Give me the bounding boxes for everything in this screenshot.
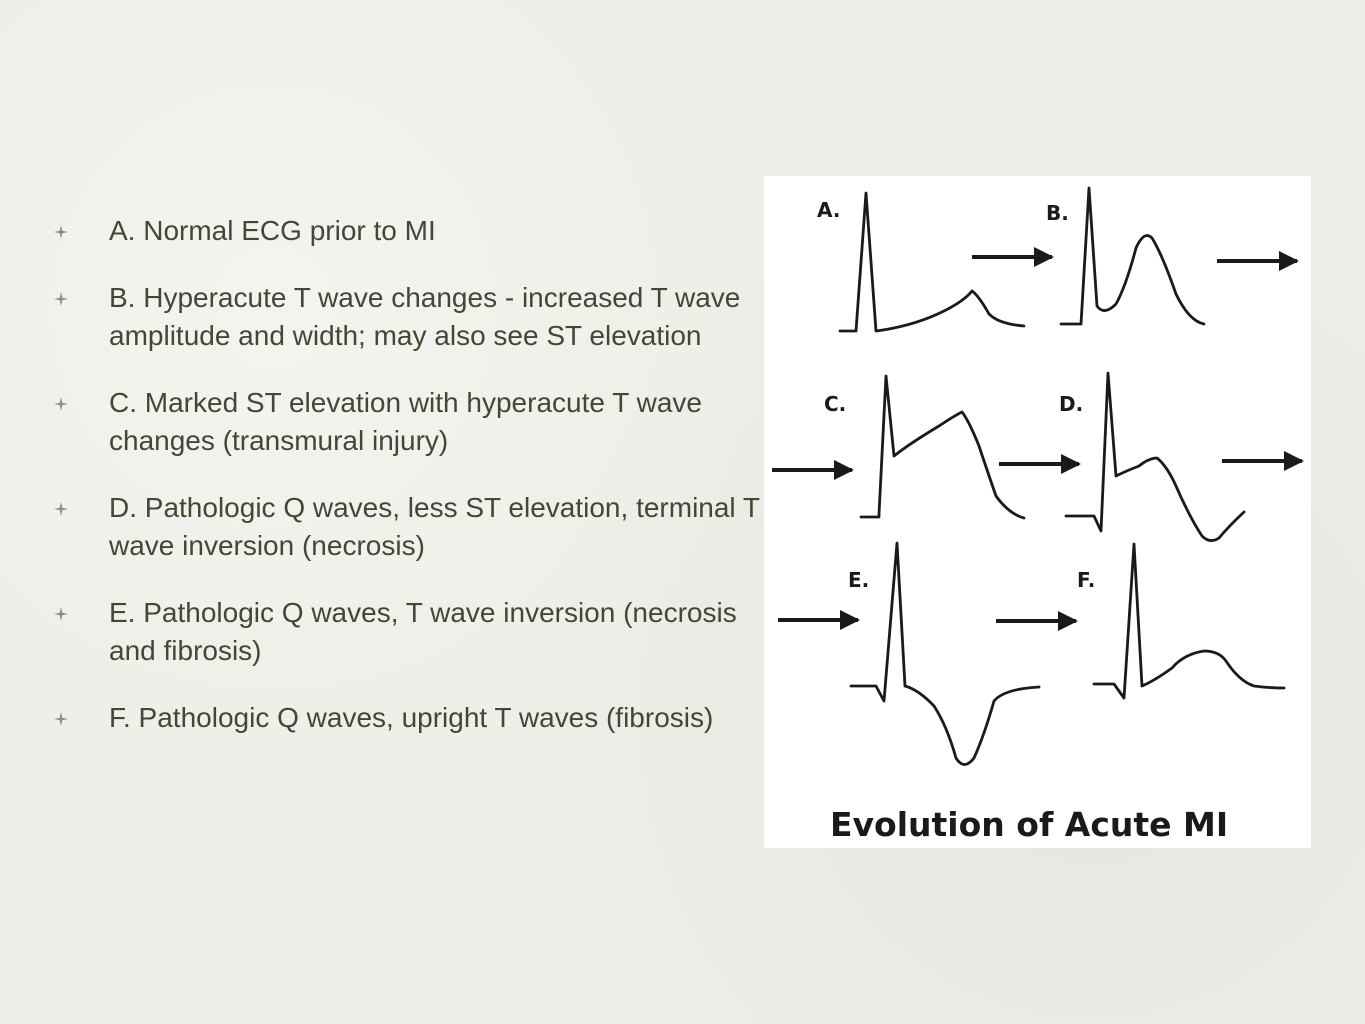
panel-label-e: E. (848, 568, 869, 592)
ecg-trace-b (1059, 186, 1206, 326)
bullet-list: A. Normal ECG prior to MI B. Hyperacute … (54, 212, 764, 766)
bullet-text: E. Pathologic Q waves, T wave inversion … (109, 597, 737, 666)
four-point-star-icon (54, 225, 68, 239)
bullet-text: B. Hyperacute T wave changes - increased… (109, 282, 741, 351)
bullet-item-f: F. Pathologic Q waves, upright T waves (… (54, 699, 764, 737)
panel-label-d: D. (1059, 392, 1083, 416)
ecg-trace-d (1064, 371, 1246, 542)
ecg-diagram: A. B. C. D. E. F. Evolution of Acute MI (772, 186, 1304, 844)
ecg-evolution-figure: A. B. C. D. E. F. Evolution of Acute MI (764, 176, 1311, 848)
panel-label-a: A. (817, 198, 840, 222)
bullet-item-e: E. Pathologic Q waves, T wave inversion … (54, 594, 764, 670)
figure-title: Evolution of Acute MI (830, 805, 1228, 844)
bullet-text: A. Normal ECG prior to MI (109, 215, 436, 246)
bullet-text: C. Marked ST elevation with hyperacute T… (109, 387, 702, 456)
ecg-trace-c (859, 374, 1026, 520)
four-point-star-icon (54, 607, 68, 621)
bullet-item-c: C. Marked ST elevation with hyperacute T… (54, 384, 764, 460)
panel-label-c: C. (824, 392, 846, 416)
ecg-trace-f (1092, 542, 1286, 700)
four-point-star-icon (54, 502, 68, 516)
four-point-star-icon (54, 397, 68, 411)
bullet-item-b: B. Hyperacute T wave changes - increased… (54, 279, 764, 355)
four-point-star-icon (54, 712, 68, 726)
ecg-trace-a (838, 191, 1026, 333)
panel-label-b: B. (1046, 201, 1069, 225)
bullet-item-d: D. Pathologic Q waves, less ST elevation… (54, 489, 764, 565)
panel-label-f: F. (1077, 568, 1095, 592)
four-point-star-icon (54, 292, 68, 306)
bullet-text: D. Pathologic Q waves, less ST elevation… (109, 492, 760, 561)
bullet-item-a: A. Normal ECG prior to MI (54, 212, 764, 250)
bullet-text: F. Pathologic Q waves, upright T waves (… (109, 702, 714, 733)
ecg-trace-e (849, 541, 1041, 766)
